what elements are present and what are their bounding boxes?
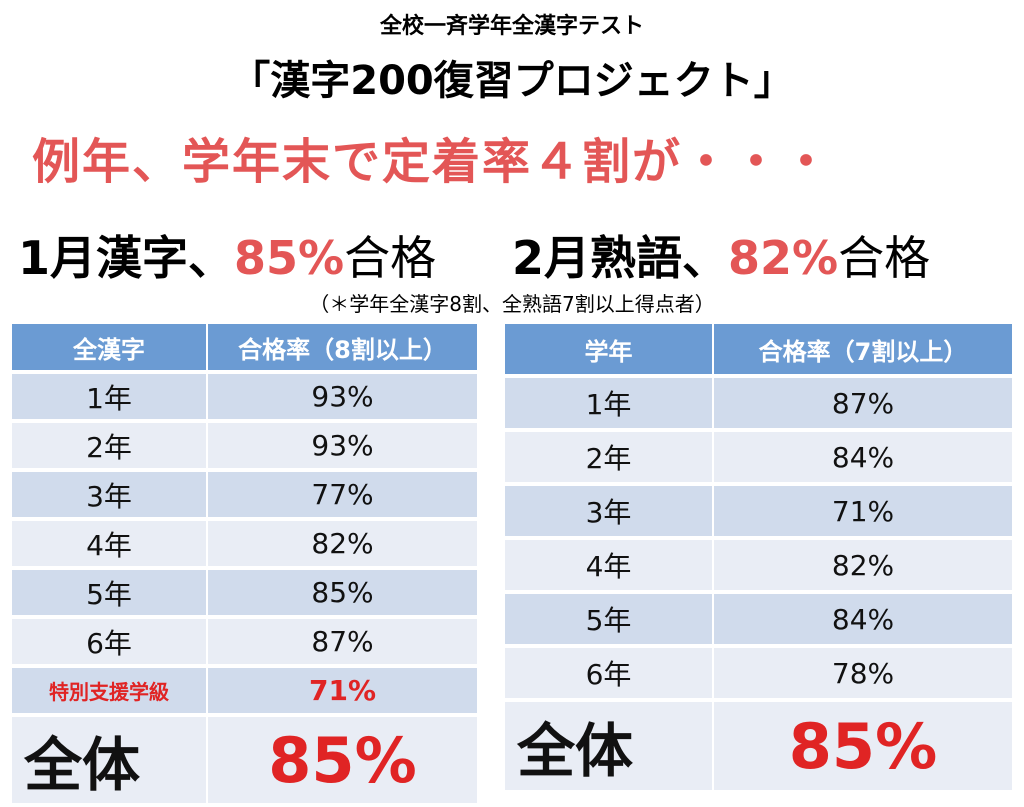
table-row: 4年 82% <box>12 521 477 566</box>
pass-rate-cell: 82% <box>714 540 1012 590</box>
grade-cell: 3年 <box>12 472 208 517</box>
pass-rate-cell: 71% <box>714 486 1012 536</box>
grade-cell: 1年 <box>12 374 208 419</box>
total-row: 全体 85% <box>505 702 1012 790</box>
pass-rate-cell: 93% <box>208 374 477 419</box>
col-header: 全漢字 <box>12 324 208 370</box>
result-suffix: 合格 <box>838 231 931 285</box>
grade-cell: 6年 <box>505 648 714 698</box>
grade-cell: 1年 <box>505 378 714 428</box>
table-row: 3年 77% <box>12 472 477 517</box>
pass-rate-cell: 93% <box>208 423 477 468</box>
page-title: 「漢字200復習プロジェクト」 <box>230 58 794 104</box>
result-pct: 85% <box>234 231 345 285</box>
table-row: 4年 82% <box>505 540 1012 590</box>
result-suffix: 合格 <box>344 231 437 285</box>
grade-cell: 2年 <box>505 432 714 482</box>
result-label: 2月熟語、 <box>512 231 729 285</box>
result-label: 1月漢字、 <box>18 231 235 285</box>
grade-cell: 6年 <box>12 619 208 664</box>
pass-rate-cell: 87% <box>208 619 477 664</box>
col-header: 学年 <box>505 324 714 374</box>
table-row: 5年 85% <box>12 570 477 615</box>
total-rate: 85% <box>714 702 1012 790</box>
pass-rate-cell: 71% <box>208 668 477 713</box>
table-row: 6年 78% <box>505 648 1012 698</box>
pass-rate-cell: 77% <box>208 472 477 517</box>
subtitle: 全校一斉学年全漢字テスト <box>379 14 644 39</box>
total-label: 全体 <box>12 717 208 803</box>
table-row: 2年 93% <box>12 423 477 468</box>
col-header: 合格率（8割以上） <box>208 324 477 370</box>
pass-rate-cell: 87% <box>714 378 1012 428</box>
grade-cell: 3年 <box>505 486 714 536</box>
total-row: 全体 85% <box>12 717 477 803</box>
note: （＊学年全漢字8割、全熟語7割以上得点者） <box>309 292 715 316</box>
pass-rate-cell: 82% <box>208 521 477 566</box>
pass-rate-cell: 85% <box>208 570 477 615</box>
result-pct: 82% <box>728 231 839 285</box>
total-label: 全体 <box>505 702 714 790</box>
table-row: 6年 87% <box>12 619 477 664</box>
table-row: 5年 84% <box>505 594 1012 644</box>
table-row: 3年 71% <box>505 486 1012 536</box>
table-row: 2年 84% <box>505 432 1012 482</box>
pass-rate-cell: 84% <box>714 432 1012 482</box>
grade-cell: 2年 <box>12 423 208 468</box>
grade-cell: 4年 <box>12 521 208 566</box>
total-rate: 85% <box>208 717 477 803</box>
grade-cell: 特別支援学級 <box>12 668 208 713</box>
result-jukugo: 2月熟語、82%合格 <box>512 222 930 288</box>
kanji-table: 全漢字 合格率（8割以上） 1年 93% 2年 93% 3年 77% 4年 82% 5年 85% 6年… <box>12 320 477 807</box>
jukugo-table: 学年 合格率（7割以上） 1年 87% 2年 84% 3年 71% 4年 82% 5年 84% 6年 7… <box>505 320 1012 794</box>
grade-cell: 5年 <box>505 594 714 644</box>
slogan: 例年、学年末で定着率４割が・・・ <box>32 134 833 190</box>
table-row: 特別支援学級 71% <box>12 668 477 713</box>
grade-cell: 5年 <box>12 570 208 615</box>
grade-cell: 4年 <box>505 540 714 590</box>
pass-rate-cell: 78% <box>714 648 1012 698</box>
result-kanji: 1月漢字、85%合格 <box>18 222 436 288</box>
pass-rate-cell: 84% <box>714 594 1012 644</box>
col-header: 合格率（7割以上） <box>714 324 1012 374</box>
table-row: 1年 93% <box>12 374 477 419</box>
table-row: 1年 87% <box>505 378 1012 428</box>
